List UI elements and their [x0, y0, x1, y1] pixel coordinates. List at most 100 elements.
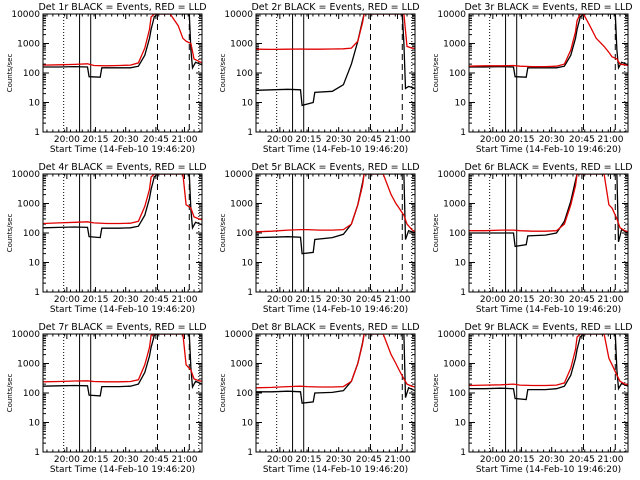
plot-frame — [255, 13, 416, 133]
y-axis-label: Counts/sec — [219, 374, 227, 413]
x-tick-label: 20:15 — [83, 455, 109, 465]
x-tick-label: 20:30 — [113, 135, 139, 145]
lld-series-line — [256, 174, 415, 233]
y-tick-label: 100 — [449, 389, 466, 399]
y-tick-label: 1000 — [17, 200, 40, 210]
chart-panel-8: Det 8r BLACK = Events, RED = LLD Counts/s… — [219, 322, 420, 475]
y-tick-label: 1 — [247, 288, 253, 298]
chart-panel-4: Det 4r BLACK = Events, RED = LLD Counts/s… — [6, 162, 207, 315]
y-tick-label: 100 — [23, 69, 40, 79]
events-series-line — [43, 14, 202, 78]
x-tick-label: 21:00 — [172, 455, 198, 465]
y-tick-label: 10 — [29, 419, 41, 429]
x-tick-label: 20:30 — [539, 295, 565, 305]
events-series-line — [469, 334, 628, 401]
x-tick-label: 20:45 — [356, 135, 382, 145]
y-tick-label: 100 — [236, 389, 253, 399]
lld-series-line — [256, 14, 415, 51]
plot-frame — [42, 333, 203, 453]
y-tick-label: 10000 — [11, 170, 40, 180]
y-tick-label: 10 — [455, 259, 467, 269]
x-tick-label: 20:15 — [509, 295, 535, 305]
y-tick-label: 100 — [449, 69, 466, 79]
x-tick-label: 20:00 — [267, 135, 293, 145]
x-tick-label: 20:45 — [356, 455, 382, 465]
x-tick-label: 20:45 — [569, 135, 595, 145]
x-tick-label: 20:45 — [569, 295, 595, 305]
lld-series-line — [43, 334, 202, 383]
x-tick-label: 20:30 — [326, 455, 352, 465]
y-tick-label: 1000 — [443, 200, 466, 210]
x-axis-label: Start Time (14-Feb-10 19:46:20) — [50, 465, 195, 475]
y-tick-label: 1 — [34, 128, 40, 138]
x-axis-label: Start Time (14-Feb-10 19:46:20) — [50, 145, 195, 155]
y-tick-label: 100 — [236, 69, 253, 79]
x-axis-label: Start Time (14-Feb-10 19:46:20) — [50, 305, 195, 315]
chart-title: Det 8r BLACK = Events, RED = LLD — [251, 322, 419, 333]
y-axis-label: Counts/sec — [6, 214, 14, 253]
chart-panel-1: Det 1r BLACK = Events, RED = LLD Counts/s… — [6, 2, 207, 155]
x-tick-label: 21:00 — [385, 295, 411, 305]
x-tick-label: 20:15 — [296, 135, 322, 145]
x-tick-label: 20:00 — [480, 455, 506, 465]
lld-series-line — [469, 334, 628, 387]
y-tick-label: 1000 — [17, 360, 40, 370]
chart-title: Det 7r BLACK = Events, RED = LLD — [38, 322, 206, 333]
y-axis-label: Counts/sec — [432, 54, 440, 93]
x-tick-label: 21:00 — [598, 135, 624, 145]
y-tick-label: 1000 — [443, 360, 466, 370]
lld-series-line — [469, 14, 628, 68]
x-tick-label: 20:45 — [143, 295, 169, 305]
y-axis-label: Counts/sec — [432, 374, 440, 413]
chart-title: Det 2r BLACK = Events, RED = LLD — [251, 2, 419, 13]
x-axis-label: Start Time (14-Feb-10 19:46:20) — [263, 305, 408, 315]
x-axis-label: Start Time (14-Feb-10 19:46:20) — [476, 145, 621, 155]
y-tick-label: 1000 — [230, 360, 253, 370]
events-series-line — [256, 14, 415, 107]
x-tick-label: 20:00 — [54, 295, 80, 305]
x-tick-label: 21:00 — [385, 455, 411, 465]
y-tick-label: 10 — [29, 259, 41, 269]
x-axis-label: Start Time (14-Feb-10 19:46:20) — [476, 465, 621, 475]
y-tick-label: 100 — [449, 229, 466, 239]
y-axis-label: Counts/sec — [6, 374, 14, 413]
x-tick-label: 21:00 — [598, 295, 624, 305]
x-tick-label: 20:45 — [143, 455, 169, 465]
x-axis-label: Start Time (14-Feb-10 19:46:20) — [263, 465, 408, 475]
y-tick-label: 100 — [23, 229, 40, 239]
y-tick-label: 1000 — [230, 200, 253, 210]
chart-title: Det 6r BLACK = Events, RED = LLD — [464, 162, 632, 173]
y-tick-label: 10000 — [224, 330, 253, 340]
lld-series-line — [43, 174, 202, 225]
chart-title: Det 3r BLACK = Events, RED = LLD — [464, 2, 632, 13]
plot-frame — [468, 333, 629, 453]
x-tick-label: 20:15 — [296, 295, 322, 305]
chart-panel-9: Det 9r BLACK = Events, RED = LLD Counts/s… — [432, 322, 633, 475]
y-tick-label: 1000 — [230, 40, 253, 50]
y-tick-label: 1 — [460, 448, 466, 458]
y-tick-label: 10 — [455, 99, 467, 109]
events-series-line — [469, 14, 628, 78]
events-series-line — [43, 334, 202, 397]
x-tick-label: 20:15 — [509, 455, 535, 465]
x-axis-label: Start Time (14-Feb-10 19:46:20) — [263, 145, 408, 155]
chart-panel-3: Det 3r BLACK = Events, RED = LLD Counts/s… — [432, 2, 633, 155]
x-tick-label: 20:30 — [113, 455, 139, 465]
y-tick-label: 10000 — [11, 330, 40, 340]
plot-frame — [255, 333, 416, 453]
y-tick-label: 1 — [247, 128, 253, 138]
chart-title: Det 4r BLACK = Events, RED = LLD — [38, 162, 206, 173]
chart-title: Det 9r BLACK = Events, RED = LLD — [464, 322, 632, 333]
x-tick-label: 20:00 — [480, 135, 506, 145]
x-tick-label: 20:30 — [539, 455, 565, 465]
events-series-line — [469, 174, 628, 248]
x-tick-label: 20:00 — [267, 455, 293, 465]
y-axis-label: Counts/sec — [219, 54, 227, 93]
y-axis-label: Counts/sec — [6, 54, 14, 93]
y-tick-label: 1 — [460, 128, 466, 138]
x-tick-label: 20:45 — [569, 455, 595, 465]
y-axis-label: Counts/sec — [432, 214, 440, 253]
y-tick-label: 10 — [29, 99, 41, 109]
y-tick-label: 10 — [242, 99, 254, 109]
